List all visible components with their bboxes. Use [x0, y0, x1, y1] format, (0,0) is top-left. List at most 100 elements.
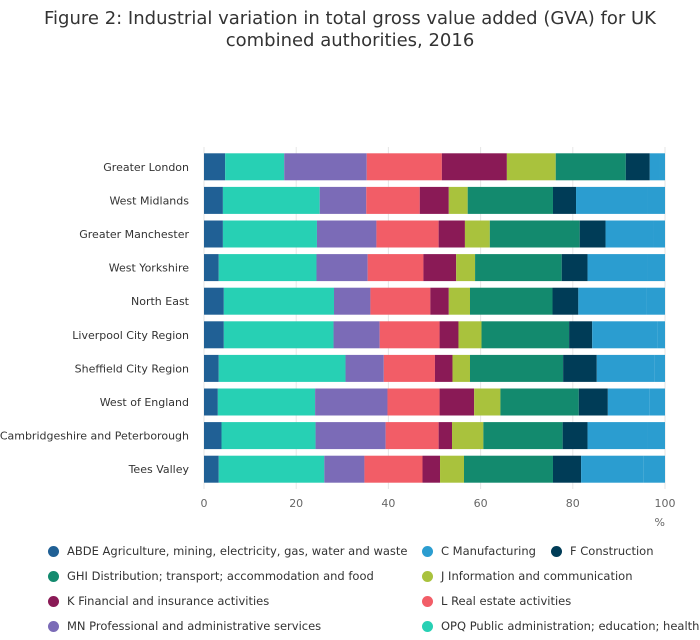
legend-item[interactable]: L Real estate activities — [422, 594, 571, 608]
bar-segment[interactable] — [576, 186, 648, 214]
bar-segment[interactable] — [366, 186, 420, 214]
bar-segment[interactable] — [345, 354, 384, 382]
bar-segment[interactable] — [324, 455, 365, 483]
bar-segment[interactable] — [438, 220, 465, 248]
bar-segment[interactable] — [438, 422, 453, 450]
bar-segment[interactable] — [364, 455, 423, 483]
bar-segment[interactable] — [552, 287, 579, 315]
bar-segment[interactable] — [448, 186, 468, 214]
bar-segment[interactable] — [483, 422, 563, 450]
bar-segment[interactable] — [481, 321, 570, 349]
bar-segment[interactable] — [223, 287, 335, 315]
bar-segment[interactable] — [578, 388, 608, 416]
bar-segment[interactable] — [204, 153, 226, 181]
bar-segment[interactable] — [315, 422, 386, 450]
bar-segment[interactable] — [625, 153, 650, 181]
bar-segment[interactable] — [596, 354, 655, 382]
bar-segment[interactable] — [419, 186, 449, 214]
bar-segment[interactable] — [579, 220, 606, 248]
bar-segment[interactable] — [218, 354, 346, 382]
bar-segment[interactable] — [222, 220, 317, 248]
bar-segment[interactable] — [659, 153, 665, 181]
bar-segment[interactable] — [370, 287, 431, 315]
bar-segment[interactable] — [367, 254, 424, 282]
bar-segment[interactable] — [657, 321, 665, 349]
bar-segment[interactable] — [316, 220, 377, 248]
bar-segment[interactable] — [316, 254, 368, 282]
bar-segment[interactable] — [204, 388, 218, 416]
bar-segment[interactable] — [422, 455, 441, 483]
bar-segment[interactable] — [467, 186, 553, 214]
bar-segment[interactable] — [448, 287, 470, 315]
bar-segment[interactable] — [333, 321, 380, 349]
bar-segment[interactable] — [592, 321, 658, 349]
legend-item[interactable]: OPQ Public administration; education; he… — [422, 619, 699, 633]
bar-segment[interactable] — [552, 186, 577, 214]
bar-segment[interactable] — [319, 186, 367, 214]
bar-segment[interactable] — [587, 422, 648, 450]
bar-segment[interactable] — [218, 455, 325, 483]
bar-segment[interactable] — [649, 153, 660, 181]
bar-segment[interactable] — [204, 455, 219, 483]
bar-segment[interactable] — [452, 354, 470, 382]
bar-segment[interactable] — [555, 153, 626, 181]
bar-segment[interactable] — [434, 354, 453, 382]
bar-segment[interactable] — [223, 321, 334, 349]
bar-segment[interactable] — [379, 321, 440, 349]
bar-segment[interactable] — [204, 321, 224, 349]
bar-segment[interactable] — [647, 254, 665, 282]
bar-segment[interactable] — [217, 388, 316, 416]
bar-segment[interactable] — [653, 220, 665, 248]
bar-segment[interactable] — [563, 354, 597, 382]
legend-item[interactable]: J Information and communication — [422, 569, 633, 583]
bar-segment[interactable] — [654, 354, 665, 382]
legend-item[interactable]: GHI Distribution; transport; accommodati… — [48, 569, 374, 583]
bar-segment[interactable] — [452, 422, 484, 450]
bar-segment[interactable] — [204, 287, 224, 315]
bar-segment[interactable] — [225, 153, 285, 181]
bar-segment[interactable] — [458, 321, 482, 349]
bar-segment[interactable] — [383, 354, 435, 382]
bar-segment[interactable] — [647, 186, 665, 214]
legend-item[interactable]: ABDE Agriculture, mining, electricity, g… — [48, 544, 408, 558]
bar-segment[interactable] — [376, 220, 439, 248]
bar-segment[interactable] — [561, 254, 588, 282]
bar-segment[interactable] — [439, 388, 475, 416]
bar-segment[interactable] — [506, 153, 556, 181]
bar-segment[interactable] — [387, 388, 440, 416]
bar-segment[interactable] — [456, 254, 476, 282]
bar-segment[interactable] — [222, 186, 320, 214]
bar-segment[interactable] — [315, 388, 388, 416]
bar-segment[interactable] — [334, 287, 371, 315]
bar-segment[interactable] — [221, 422, 316, 450]
bar-segment[interactable] — [489, 220, 580, 248]
bar-segment[interactable] — [562, 422, 588, 450]
bar-segment[interactable] — [474, 388, 501, 416]
legend-item[interactable]: K Financial and insurance activities — [48, 594, 269, 608]
bar-segment[interactable] — [647, 422, 665, 450]
bar-segment[interactable] — [440, 455, 465, 483]
bar-segment[interactable] — [605, 220, 654, 248]
bar-segment[interactable] — [552, 455, 582, 483]
bar-segment[interactable] — [607, 388, 650, 416]
bar-segment[interactable] — [587, 254, 648, 282]
bar-segment[interactable] — [475, 254, 562, 282]
bar-segment[interactable] — [204, 186, 223, 214]
bar-segment[interactable] — [464, 455, 553, 483]
bar-segment[interactable] — [500, 388, 579, 416]
bar-segment[interactable] — [204, 354, 219, 382]
legend-item[interactable]: C Manufacturing — [422, 544, 536, 558]
bar-segment[interactable] — [204, 254, 219, 282]
bar-segment[interactable] — [439, 321, 459, 349]
bar-segment[interactable] — [366, 153, 442, 181]
bar-segment[interactable] — [464, 220, 490, 248]
bar-segment[interactable] — [578, 287, 647, 315]
bar-segment[interactable] — [385, 422, 439, 450]
legend-item[interactable]: F Construction — [551, 544, 654, 558]
bar-segment[interactable] — [441, 153, 507, 181]
bar-segment[interactable] — [284, 153, 367, 181]
bar-segment[interactable] — [204, 220, 223, 248]
bar-segment[interactable] — [643, 455, 665, 483]
bar-segment[interactable] — [646, 287, 665, 315]
bar-segment[interactable] — [581, 455, 644, 483]
